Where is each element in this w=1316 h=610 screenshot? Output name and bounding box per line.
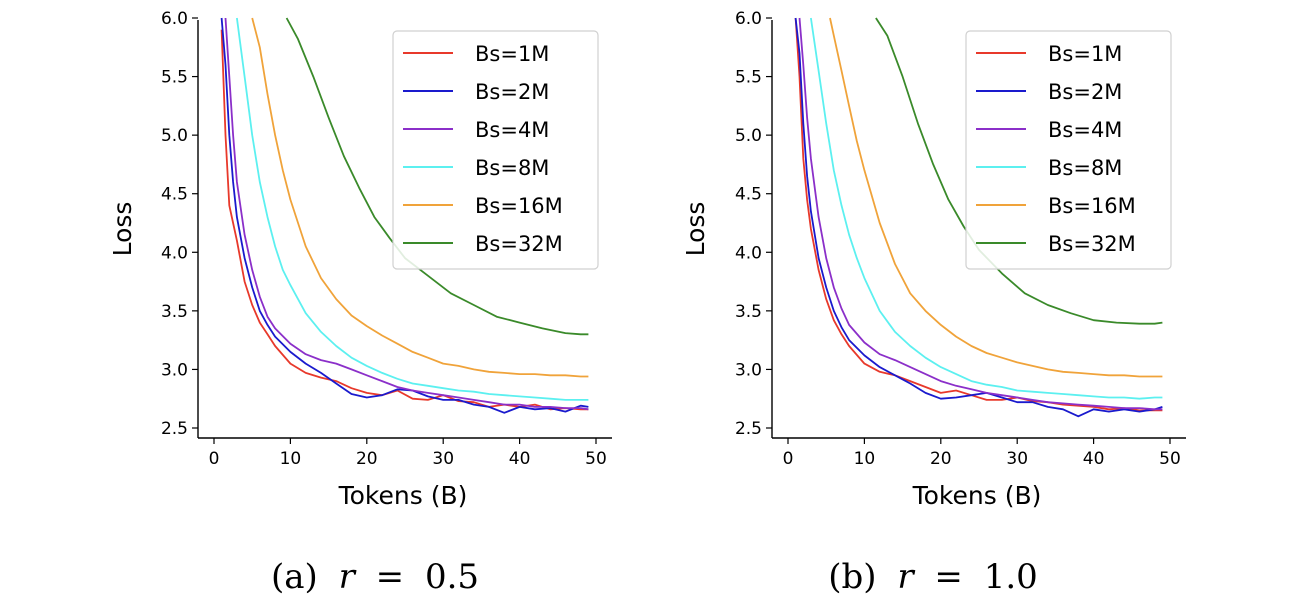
legend: Bs=1M Bs=2M Bs=4M Bs=8M Bs=16M Bs=32M <box>965 30 1172 270</box>
legend-label: Bs=32M <box>475 232 563 256</box>
y-tick-label: 2.5 <box>161 419 188 439</box>
series-line-bs-8m <box>810 17 1163 400</box>
subfigure-caption: (a) r = 0.5 <box>271 557 479 597</box>
y-tick-label: 2.5 <box>735 419 762 439</box>
series-line-bs-4m <box>224 17 589 411</box>
x-tick-label: 40 <box>509 449 531 469</box>
y-tick-label: 6.0 <box>735 9 762 29</box>
x-tick-label: 50 <box>585 449 607 469</box>
legend-label: Bs=4M <box>1048 118 1122 142</box>
caption-value: 0.5 <box>425 557 479 597</box>
y-tick-label: 5.5 <box>735 68 762 88</box>
x-tick-label: 50 <box>1159 449 1181 469</box>
series-line-bs-8m <box>236 17 589 401</box>
y-tick-label: 3.0 <box>735 360 762 380</box>
legend-item: Bs=16M <box>403 194 563 218</box>
series-line-bs-2m <box>794 17 1163 418</box>
x-axis-label: Tokens (B) <box>338 481 468 510</box>
x-tick-label: 10 <box>280 449 302 469</box>
y-tick-label: 4.0 <box>735 243 762 263</box>
x-tick-label: 0 <box>209 449 220 469</box>
legend-label: Bs=16M <box>475 194 563 218</box>
series-line-bs-16m <box>829 17 1163 378</box>
y-tick-label: 3.0 <box>161 360 188 380</box>
series-line-bs-16m <box>251 17 589 378</box>
legend-item: Bs=1M <box>976 42 1122 66</box>
y-ticks: 2.5 3.0 3.5 4.0 4.5 5.0 5.5 6.0 <box>735 9 772 439</box>
y-tick-label: 3.5 <box>161 302 188 322</box>
legend-item: Bs=32M <box>403 232 563 256</box>
legend-item: Bs=32M <box>976 232 1136 256</box>
subplot-a: 0 10 20 30 40 50 2.5 3.0 3.5 4.0 4.5 5.0 5.5 6.0 Tok… <box>108 9 612 597</box>
y-tick-label: 5.5 <box>161 68 188 88</box>
caption-variable: r <box>897 557 915 597</box>
y-axis-label: Loss <box>108 202 137 257</box>
x-tick-label: 40 <box>1083 449 1105 469</box>
y-tick-label: 4.5 <box>161 185 188 205</box>
series-layer <box>794 17 1163 418</box>
series-line-bs-2m <box>220 17 589 414</box>
y-axis-label: Loss <box>681 202 710 257</box>
y-ticks: 2.5 3.0 3.5 4.0 4.5 5.0 5.5 6.0 <box>161 9 198 439</box>
legend-label: Bs=2M <box>475 80 549 104</box>
y-tick-label: 5.0 <box>161 126 188 146</box>
x-tick-label: 30 <box>1006 449 1028 469</box>
x-ticks: 0 10 20 30 40 50 <box>783 438 1181 469</box>
legend-label: Bs=4M <box>475 118 549 142</box>
caption-variable: r <box>339 557 357 597</box>
legend-label: Bs=1M <box>1048 42 1122 66</box>
legend-item: Bs=16M <box>976 194 1136 218</box>
series-line-bs-32m <box>875 17 1163 325</box>
legend-item: Bs=8M <box>403 156 549 180</box>
legend-item: Bs=1M <box>403 42 549 66</box>
legend-item: Bs=8M <box>976 156 1122 180</box>
x-axis-label: Tokens (B) <box>912 481 1042 510</box>
caption-operator: = <box>376 557 405 597</box>
y-tick-label: 4.0 <box>161 243 188 263</box>
x-tick-label: 20 <box>356 449 378 469</box>
legend-item: Bs=2M <box>403 80 549 104</box>
series-line-bs-1m <box>794 17 1163 412</box>
legend-label: Bs=1M <box>475 42 549 66</box>
legend-label: Bs=8M <box>475 156 549 180</box>
x-tick-label: 20 <box>930 449 952 469</box>
legend-label: Bs=16M <box>1048 194 1136 218</box>
legend-item: Bs=4M <box>403 118 549 142</box>
subfigure-caption: (b) r = 1.0 <box>828 557 1038 597</box>
subplot-b: 0 10 20 30 40 50 2.5 3.0 3.5 4.0 4.5 5.0 5.5 6.0 Tok… <box>681 9 1186 597</box>
x-tick-label: 10 <box>854 449 876 469</box>
caption-value: 1.0 <box>984 557 1038 597</box>
caption-operator: = <box>934 557 963 597</box>
legend-label: Bs=2M <box>1048 80 1122 104</box>
caption-label: (a) <box>271 557 318 597</box>
series-line-bs-4m <box>798 17 1163 411</box>
legend-item: Bs=4M <box>976 118 1122 142</box>
x-ticks: 0 10 20 30 40 50 <box>209 438 607 469</box>
legend-label: Bs=8M <box>1048 156 1122 180</box>
caption-label: (b) <box>828 557 876 597</box>
legend-label: Bs=32M <box>1048 232 1136 256</box>
y-tick-label: 6.0 <box>161 9 188 29</box>
y-tick-label: 4.5 <box>735 185 762 205</box>
x-tick-label: 30 <box>432 449 454 469</box>
x-tick-label: 0 <box>783 449 794 469</box>
y-tick-label: 5.0 <box>735 126 762 146</box>
legend: Bs=1M Bs=2M Bs=4M Bs=8M Bs=16M Bs=32M <box>392 30 599 270</box>
legend-item: Bs=2M <box>976 80 1122 104</box>
y-tick-label: 3.5 <box>735 302 762 322</box>
